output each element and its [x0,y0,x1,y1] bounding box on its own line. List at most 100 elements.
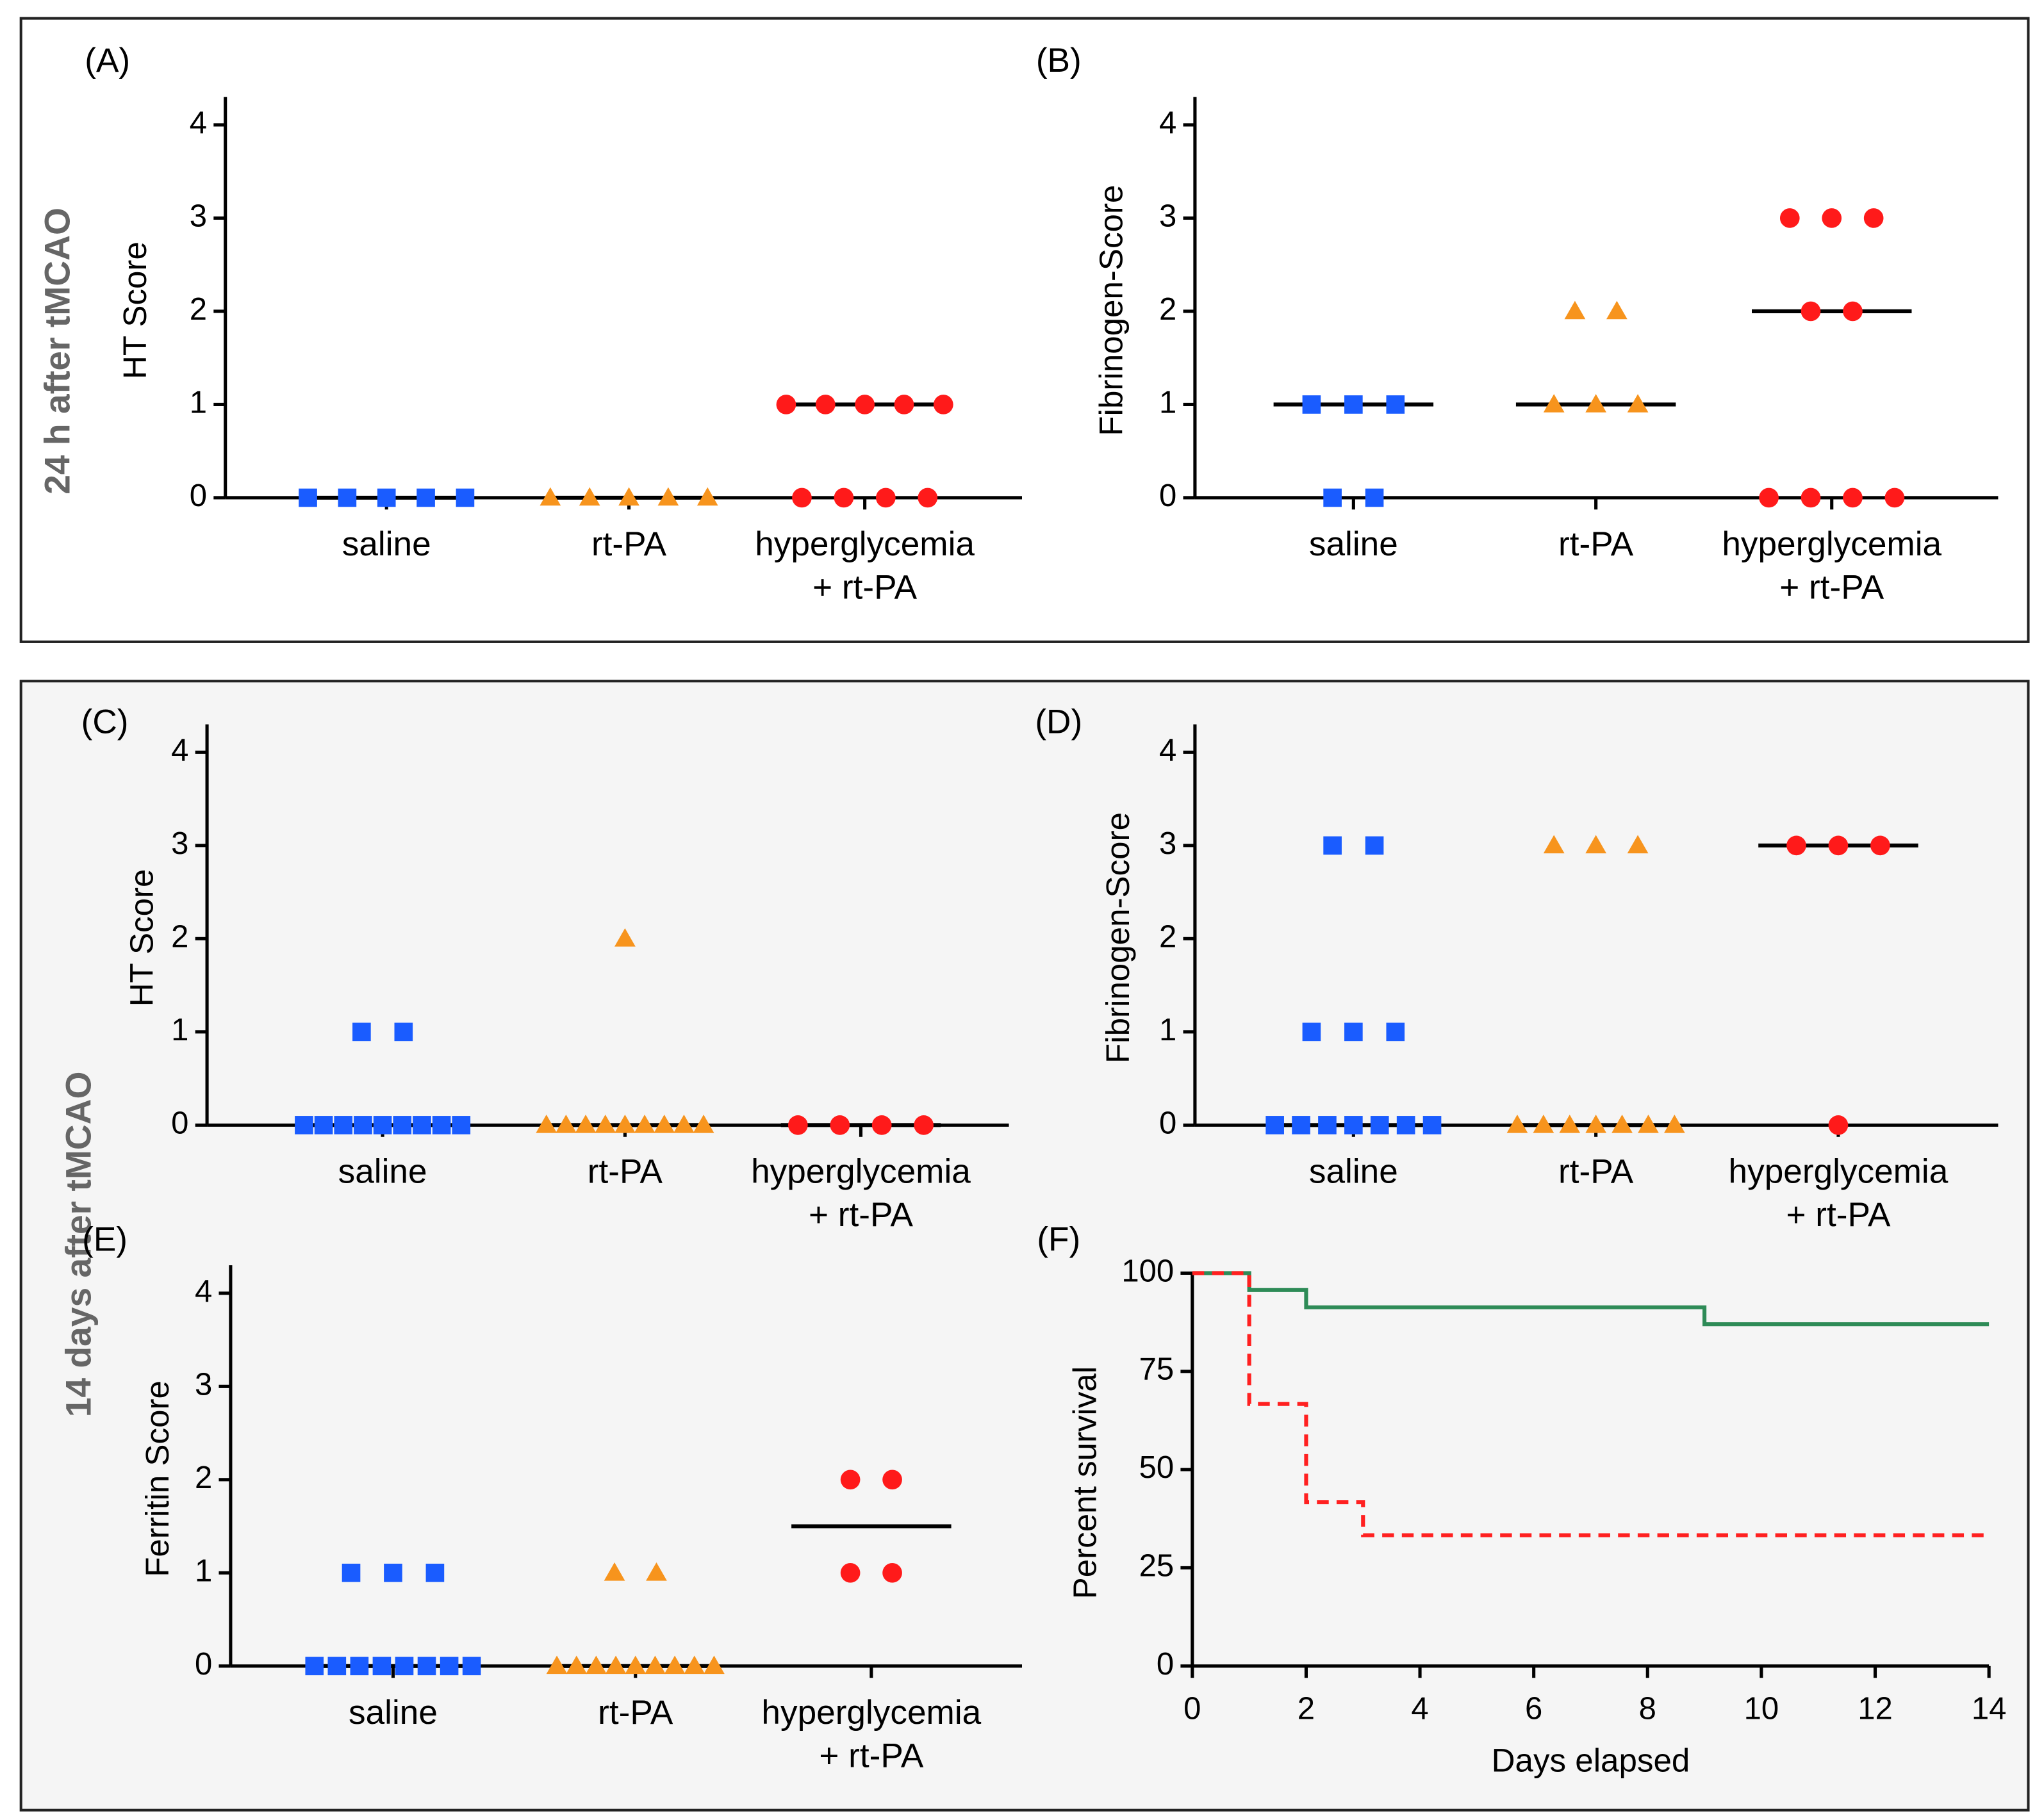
y-tick-label: 25 [1139,1548,1174,1583]
point [1344,1116,1363,1134]
point [645,1655,666,1675]
point [1606,300,1628,320]
point [792,487,812,508]
x-tick-label: 2 [1298,1691,1315,1726]
point [1843,487,1863,508]
point [914,1115,934,1135]
panel-label: (A) [85,42,130,79]
point [1627,394,1649,413]
point [395,1657,414,1676]
x-tick-label-box: rt-PA [1558,524,1633,563]
point [425,1564,445,1582]
point [1386,1022,1405,1042]
point [1585,835,1607,854]
point [646,1562,667,1581]
point [657,487,679,506]
point [413,1116,431,1134]
point [350,1657,369,1676]
point [334,1116,353,1134]
point [1318,1116,1337,1134]
y-tick-label: 4 [1159,733,1176,767]
point [1779,208,1800,228]
point [614,928,636,947]
x-tick-label: saline [338,1151,427,1191]
point [1822,208,1842,228]
x-tick-label: saline [1308,1151,1398,1191]
point [1585,394,1607,413]
point [618,487,639,506]
point [1884,487,1905,508]
x-tick-label: hyperglycemia + rt-PA [751,1151,971,1234]
section-label: 24 h after tMCAO [38,208,78,495]
panel-label: (F) [1037,1220,1080,1258]
y-tick-label: 75 [1139,1352,1174,1387]
point [855,395,875,414]
x-tick-label: 0 [1183,1691,1201,1726]
x-tick-label: saline [342,523,431,564]
y-tick-label: 0 [1157,1647,1174,1682]
y-tick-label: 4 [1159,106,1176,140]
point [1365,836,1384,855]
y-axis-label: Fibrinogen-Score [1100,812,1136,1063]
point [305,1657,324,1676]
point [338,488,357,507]
point [372,1657,391,1676]
x-tick-label-box: hyperglycemia + rt-PA [1728,1151,1949,1234]
point [634,1115,655,1133]
point [693,1115,714,1133]
y-tick-label: 3 [1159,199,1176,233]
point [1265,1116,1284,1134]
point [352,1022,371,1042]
point [882,1562,902,1583]
x-tick-label: 6 [1525,1691,1542,1726]
x-tick-label: saline [348,1692,438,1732]
point [1365,488,1384,507]
y-tick-label: 2 [1159,919,1176,954]
x-tick-label-box: saline [338,1151,427,1191]
point [1533,1115,1554,1133]
point [605,1655,627,1675]
y-tick-label: 50 [1139,1450,1174,1485]
point [1786,835,1806,856]
section-label: 14 days after tMCAO [58,1072,98,1418]
point [299,488,317,507]
point [840,1562,861,1583]
y-tick-label: 0 [1159,479,1176,513]
point [417,1657,436,1676]
point [440,1657,459,1676]
x-tick-label: saline [1308,523,1398,564]
x-tick-label: hyperglycemia + rt-PA [1728,1151,1949,1234]
x-tick-label: hyperglycemia + rt-PA [755,523,975,607]
x-tick-label-box: rt-PA [598,1692,673,1732]
y-tick-label: 0 [171,1106,188,1140]
panel-label: (E) [82,1220,128,1258]
x-tick-label: 14 [1972,1691,2007,1726]
y-tick-label: 3 [1159,826,1176,861]
x-tick-label: rt-PA [587,1151,663,1191]
y-tick-label: 1 [171,1013,188,1047]
point [295,1116,313,1134]
point [579,487,600,506]
point [787,1115,808,1135]
point [1564,300,1586,320]
point [546,1655,568,1675]
point [536,1115,557,1133]
point [834,487,854,508]
point [1302,1022,1321,1042]
point [432,1116,451,1134]
point [595,1115,616,1133]
point [815,395,836,414]
y-tick-label: 3 [171,826,188,861]
point [1759,487,1779,508]
y-tick-label: 1 [1159,1013,1176,1047]
point [314,1116,333,1134]
point [894,395,914,414]
point [696,487,718,506]
y-tick-label: 3 [190,199,207,233]
y-axis-label: Percent survival [1067,1366,1103,1600]
point [384,1564,402,1582]
y-tick-label: 0 [195,1647,212,1682]
y-tick-label: 0 [190,479,207,513]
x-tick-label-box: rt-PA [1558,1151,1633,1190]
point [1585,1115,1607,1133]
